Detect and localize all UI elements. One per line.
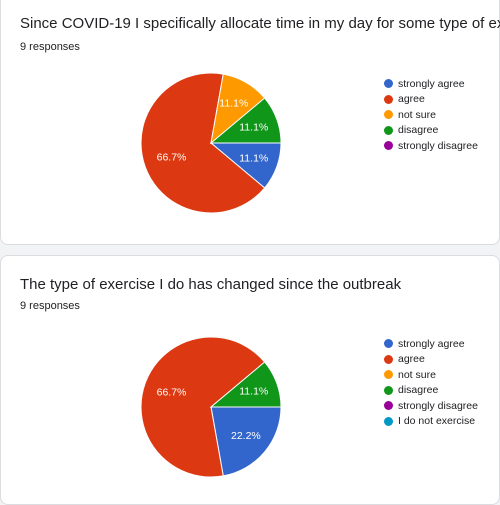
legend-item: agree	[384, 352, 478, 368]
legend-label: disagree	[398, 384, 439, 397]
legend-label: strongly disagree	[398, 139, 478, 152]
pie-slice-label: 11.1%	[239, 121, 268, 133]
legend-swatch	[384, 94, 393, 104]
pie-slice-agree	[140, 336, 266, 478]
pie-slice-label: 11.1%	[239, 385, 268, 397]
legend-item: disagree	[384, 123, 478, 139]
question-card-exercise-time: Since COVID-19 I specifically allocate t…	[0, 0, 500, 245]
legend-label: strongly agree	[398, 337, 465, 350]
legend-item: agree	[384, 92, 478, 108]
legend-label: I do not exercise	[398, 415, 476, 428]
legend-swatch	[384, 141, 393, 151]
legend-item: strongly agree	[384, 336, 478, 352]
legend-item: strongly agree	[384, 76, 478, 92]
response-count: 9 responses	[20, 41, 80, 53]
legend-item: strongly disagree	[384, 138, 478, 154]
legend-label: not sure	[398, 108, 436, 121]
legend-label: agree	[398, 353, 425, 366]
legend-item: disagree	[384, 383, 478, 399]
question-title: The type of exercise I do has changed si…	[20, 276, 402, 293]
legend-label: strongly disagree	[398, 399, 478, 412]
legend-item: not sure	[384, 367, 478, 383]
response-count: 9 responses	[20, 300, 80, 312]
legend-swatch	[384, 339, 393, 349]
pie-chart: 11.1% 66.7% 11.1% 11.1%	[140, 72, 282, 214]
legend-swatch	[384, 354, 393, 364]
legend-item: strongly disagree	[384, 398, 478, 414]
pie-slice-label: 22.2%	[231, 430, 261, 442]
pie-slice-agree	[140, 72, 266, 214]
legend-label: strongly agree	[398, 77, 465, 90]
legend-swatch	[384, 401, 393, 411]
pie-slice-strongly-agree	[210, 406, 282, 477]
legend-item: I do not exercise	[384, 414, 478, 430]
legend-swatch	[384, 385, 393, 395]
pie-slice-disagree	[209, 361, 282, 408]
pie-slice-label: 66.7%	[157, 387, 187, 399]
pie-slice-label: 66.7%	[157, 151, 187, 163]
chart-legend: strongly agree agree not sure disagree stron…	[384, 336, 478, 429]
question-card-exercise-type: The type of exercise I do has changed si…	[0, 255, 500, 505]
legend-label: agree	[398, 93, 425, 106]
legend-swatch	[384, 125, 393, 135]
legend-item: not sure	[384, 107, 478, 123]
pie-slice-label: 11.1%	[239, 153, 268, 165]
legend-label: disagree	[398, 124, 439, 137]
pie-chart: 22.2% 66.7% 11.1%	[140, 336, 282, 478]
legend-label: not sure	[398, 368, 436, 381]
legend-swatch	[384, 370, 393, 380]
question-title: Since COVID-19 I specifically allocate t…	[20, 15, 500, 32]
legend-swatch	[384, 416, 393, 426]
legend-swatch	[384, 79, 393, 89]
pie-slice-disagree	[209, 97, 282, 144]
legend-swatch	[384, 110, 393, 120]
pie-slice-label: 11.1%	[219, 98, 248, 110]
chart-legend: strongly agree agree not sure disagree stron…	[384, 76, 478, 154]
